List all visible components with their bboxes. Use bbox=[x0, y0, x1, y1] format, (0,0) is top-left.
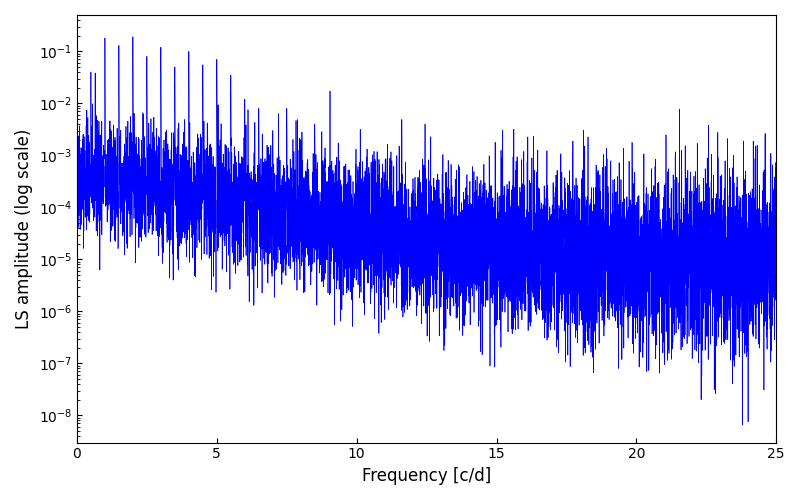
Y-axis label: LS amplitude (log scale): LS amplitude (log scale) bbox=[15, 128, 33, 329]
X-axis label: Frequency [c/d]: Frequency [c/d] bbox=[362, 467, 491, 485]
